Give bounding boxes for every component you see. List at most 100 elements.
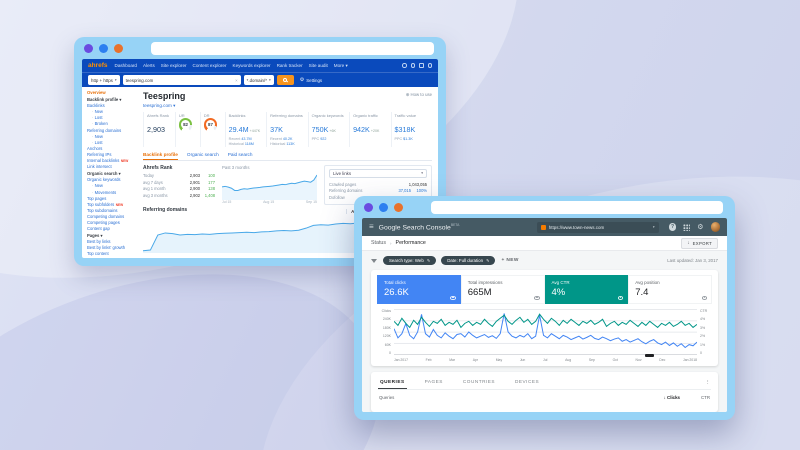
filter-chip[interactable]: Date: Full duration ✎ <box>441 256 496 265</box>
help-icon[interactable]: ? <box>668 223 677 231</box>
sidebar-item[interactable]: Top pages <box>87 195 107 201</box>
window-dot-blue[interactable] <box>379 202 388 212</box>
nav-item[interactable]: Dashboard <box>114 62 137 68</box>
sidebar-item[interactable]: Lost <box>87 115 136 121</box>
sidebar-item[interactable]: Best by links' growth <box>87 245 126 251</box>
sidebar-item[interactable]: Referring IPs <box>87 151 112 157</box>
sidebar-item[interactable]: Content gap <box>87 226 110 232</box>
apps-grid-icon[interactable] <box>683 223 691 231</box>
new-filter-button[interactable]: + NEW <box>501 258 519 263</box>
kpi-card[interactable]: Total clicks 26.6K <box>377 275 461 304</box>
nav-item[interactable]: Site audit <box>308 62 328 68</box>
apps-icon[interactable] <box>419 63 424 68</box>
metric-cell[interactable]: Organic traffic 942K+20K <box>349 111 390 147</box>
nav-item[interactable]: Keywords explorer <box>232 62 271 68</box>
column-queries[interactable]: Queries <box>379 394 395 400</box>
nav-item[interactable]: Site explorer <box>160 62 187 68</box>
sidebar-item[interactable]: Best by links <box>87 239 111 245</box>
sidebar-item[interactable]: Anchors <box>87 145 103 151</box>
sidebar-item[interactable]: Top subfolders NEW <box>87 201 124 207</box>
search-button[interactable] <box>276 75 294 85</box>
dimension-tab[interactable]: DEVICES <box>515 379 540 384</box>
metric-cell[interactable]: UR 82 <box>174 111 200 147</box>
sidebar-item[interactable]: Organic keywords <box>87 177 121 183</box>
metric-cell[interactable]: Organic keywords 750K+6K PPC 922 <box>307 111 349 147</box>
column-clicks-sorted[interactable]: ↓ Clicks <box>663 394 680 400</box>
sidebar-item[interactable]: Organic search ▾ <box>87 171 121 177</box>
window-dot-orange[interactable] <box>394 202 403 212</box>
protocol-select[interactable]: http + https ▾ <box>88 75 120 85</box>
metric-cell[interactable]: Traffic value $318K PPC $1.3K <box>390 111 432 147</box>
performance-chart-area[interactable]: Jan 2017 Feb Mar Apr May Jun Jul Aug Sep Oct Nov De… <box>394 309 697 364</box>
sidebar-item[interactable]: Top subdomains <box>87 207 118 213</box>
sidebar-item[interactable]: Referring domains <box>87 127 122 133</box>
property-selector[interactable]: https://www.town-news.com ▾ <box>536 221 659 233</box>
account-icon[interactable] <box>427 63 432 68</box>
dimension-tab[interactable]: PAGES <box>424 379 443 384</box>
kpi-card[interactable]: Total impressions 665M <box>460 275 545 304</box>
column-ctr[interactable]: CTR <box>700 394 710 400</box>
filter-icon[interactable] <box>371 258 377 263</box>
window-dot-purple[interactable] <box>84 43 93 53</box>
address-bar[interactable] <box>151 41 434 55</box>
metric-cell[interactable]: DR 87 <box>199 111 225 147</box>
sidebar-item[interactable]: Overview <box>87 90 106 95</box>
breadcrumb-status[interactable]: Status <box>371 240 387 246</box>
settings-button[interactable]: ⚙ Settings <box>299 77 323 83</box>
rank-trend-chart[interactable] <box>222 171 317 200</box>
sidebar-item[interactable]: Backlinks <box>87 103 105 109</box>
dimension-tab[interactable]: QUERIES <box>378 377 407 389</box>
avatar[interactable] <box>710 222 720 232</box>
clear-icon[interactable]: × <box>235 77 238 83</box>
live-links-select[interactable]: Live links ▾ <box>329 168 427 178</box>
nav-item[interactable]: More ▾ <box>333 62 348 68</box>
target-domain-link[interactable]: teespring.com ▾ <box>143 102 176 108</box>
gear-icon[interactable]: ⚙ <box>697 223 704 231</box>
sidebar-item[interactable]: Internal backlinks NEW <box>87 158 129 164</box>
dimension-tab[interactable]: COUNTRIES <box>462 379 496 384</box>
metric-cell[interactable]: Ahrefs Rank 2,903 <box>143 111 175 147</box>
kebab-menu-icon[interactable]: ⋮ <box>705 380 711 386</box>
chart-scrubber-handle[interactable] <box>645 353 655 357</box>
performance-card: Total clicks 26.6K Total impressions 665… <box>371 270 718 366</box>
report-tab[interactable]: Paid search <box>227 151 253 157</box>
target-input[interactable]: teespring.com × <box>122 75 241 85</box>
sidebar-item[interactable]: Link intersect <box>87 164 112 170</box>
notifications-icon[interactable] <box>410 63 415 68</box>
sidebar-item[interactable]: New <box>87 134 136 140</box>
report-tab[interactable]: Backlink profile <box>143 150 178 160</box>
sidebar-item[interactable]: Lost <box>87 140 136 146</box>
sidebar-item[interactable]: Backlink profile ▾ <box>87 97 122 103</box>
sidebar-item[interactable]: Competing domains <box>87 213 125 219</box>
sidebar-item[interactable]: New <box>87 183 136 189</box>
axis-tick-label: May <box>495 357 503 362</box>
report-tab[interactable]: Organic search <box>186 151 219 157</box>
sidebar-item[interactable]: Competing pages <box>87 219 120 225</box>
metric-cell[interactable]: Backlinks 29.4M+447K Recent 43.7M Histor… <box>224 111 266 147</box>
rating-gauge: 87 <box>203 118 218 132</box>
menu-icon[interactable]: ≡ <box>369 222 374 231</box>
mode-select[interactable]: *.domain/* ▾ <box>243 75 274 85</box>
sidebar-item[interactable]: Pages ▾ <box>87 233 103 239</box>
sidebar-item[interactable]: Top content <box>87 251 109 257</box>
window-dot-orange[interactable] <box>114 43 123 53</box>
performance-chart[interactable] <box>394 309 697 355</box>
sidebar-item[interactable]: New <box>87 109 136 115</box>
nav-item[interactable]: Alerts <box>143 62 155 68</box>
export-button[interactable]: ↓ EXPORT <box>681 237 718 249</box>
window-dot-blue[interactable] <box>99 43 108 53</box>
ahrefs-logo[interactable]: ahrefs <box>88 62 108 69</box>
sidebar-item[interactable]: Broken <box>87 121 136 127</box>
kpi-card[interactable]: Avg CTR 4% <box>544 275 629 304</box>
help-icon[interactable] <box>402 63 407 68</box>
kpi-card[interactable]: Avg position 7.4 <box>628 275 712 304</box>
metric-cell[interactable]: Referring domains 37K Recent 40.2K Histo… <box>266 111 307 147</box>
axis-tick-label: 0 <box>389 350 391 355</box>
sidebar-item[interactable]: Movements <box>87 190 136 196</box>
address-bar[interactable] <box>431 200 723 214</box>
nav-item[interactable]: Rank tracker <box>276 62 303 68</box>
filter-chip[interactable]: Search type: Web ✎ <box>383 256 437 265</box>
window-dot-purple[interactable] <box>364 202 373 212</box>
nav-item[interactable]: Content explorer <box>192 62 227 68</box>
how-to-use-link[interactable]: ⊕ How to use <box>405 92 432 97</box>
